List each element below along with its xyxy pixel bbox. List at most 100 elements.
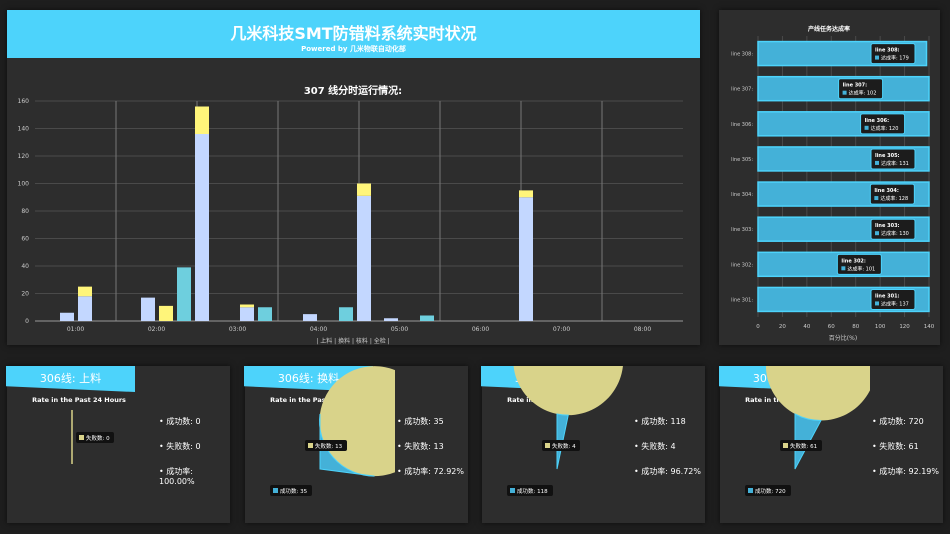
- tooltip-title: line 303:: [875, 223, 900, 229]
- y-tick-label: line 301:: [731, 297, 753, 303]
- tooltip-fail-swatch: [783, 443, 788, 448]
- y-tick-label: line 308:: [731, 52, 753, 58]
- y-tick-label: 120: [18, 153, 30, 160]
- bar-segment: [78, 296, 92, 321]
- y-tick-label: line 302:: [731, 262, 753, 268]
- y-tick-label: line 305:: [731, 157, 753, 163]
- tooltip-swatch: [875, 231, 879, 236]
- tooltip-success: 成功数: 118: [517, 487, 548, 495]
- bar-segment: [420, 315, 434, 321]
- legend-rate: • 成功率: 72.92%: [397, 467, 465, 476]
- tooltip-swatch: [841, 266, 846, 271]
- x-axis-label: 百分比(%): [829, 334, 857, 342]
- legend-success: • 成功数: 720: [872, 417, 924, 426]
- tooltip-success-box: [270, 485, 312, 496]
- bar-segment: [141, 297, 155, 321]
- tooltip-fail: 失败数: 13: [315, 442, 343, 450]
- tooltip-value: 达成率: 137: [881, 300, 909, 307]
- pie-legend: • 成功数: 118 • 失败数: 4 • 成功率: 96.72%: [634, 416, 701, 491]
- tooltip-box: [870, 218, 916, 240]
- legend-rate: • 成功率: 92.19%: [872, 467, 940, 476]
- bar-segment: [60, 312, 74, 321]
- x-tick-label: 01:00: [67, 326, 84, 333]
- tooltip-fail: 失败数: 61: [790, 442, 817, 450]
- hourly-legend: | 上料 | 换料 | 核料 | 全检 |: [316, 337, 389, 345]
- tooltip-box: [860, 113, 906, 135]
- y-tick-label: line 304:: [731, 192, 753, 198]
- x-tick-label: 100: [875, 324, 886, 330]
- bar-segment: [177, 267, 191, 321]
- tooltip-title: line 306:: [865, 118, 890, 124]
- tooltip-box: [870, 288, 916, 310]
- tooltip-success-box: [745, 485, 791, 496]
- legend-success: • 成功数: 0: [159, 417, 201, 426]
- bar-segment: [258, 307, 272, 321]
- tooltip-success-swatch: [510, 488, 515, 493]
- tooltip-swatch: [864, 125, 869, 130]
- bar-segment: [339, 307, 353, 321]
- y-tick-label: 140: [18, 126, 30, 133]
- bar-segment: [384, 318, 398, 321]
- legend-rate: • 成功率: 96.72%: [634, 467, 702, 476]
- tooltip-success: 成功数: 35: [280, 487, 308, 495]
- bar-segment: [240, 304, 254, 308]
- pie-chart-loading: Rate in the Past 24 Hours 失败数: 0: [32, 396, 126, 464]
- tooltip-fail-box: [542, 440, 580, 451]
- bar-segment: [519, 197, 533, 321]
- bar-segment: [357, 195, 371, 321]
- x-tick-label: 07:00: [553, 326, 570, 333]
- pie-legend: • 成功数: 0 • 失败数: 0 • 成功率: 100.00%: [159, 416, 230, 491]
- tooltip-success-swatch: [748, 488, 753, 493]
- x-tick-label: 40: [803, 324, 810, 330]
- bar-segment: [240, 307, 254, 321]
- y-tick-label: line 306:: [731, 122, 753, 128]
- x-tick-label: 05:00: [391, 326, 408, 333]
- tooltip-swatch: [842, 90, 847, 95]
- hourly-chart-title: 307 线分时运行情况:: [304, 84, 402, 97]
- legend-fail: • 失败数: 13: [397, 442, 444, 451]
- tooltip-fail-box: [780, 440, 822, 451]
- tooltip-fail-swatch: [308, 443, 313, 448]
- tooltip-value: 达成率: 130: [881, 230, 909, 237]
- y-tick-label: 60: [21, 236, 29, 243]
- y-tick-label: 0: [25, 318, 29, 325]
- tooltip-box: [869, 183, 915, 205]
- tooltip-fail: 失败数: 0: [86, 434, 110, 442]
- x-tick-label: 60: [828, 324, 835, 330]
- tooltip-success-swatch: [273, 488, 278, 493]
- pie-chart-change: Rate in the Past 24 Hours 失败数: 13 成功数: 35: [270, 366, 395, 496]
- bar-segment: [519, 190, 533, 198]
- tooltip-fail-box: [305, 440, 347, 451]
- tooltip-value: 达成率: 101: [847, 265, 875, 272]
- y-tick-label: 160: [18, 98, 30, 105]
- legend-fail: • 失败数: 61: [872, 442, 919, 451]
- bar-segment: [159, 305, 173, 321]
- y-tick-label: 80: [21, 208, 29, 215]
- tooltip-box: [836, 253, 882, 275]
- legend-success: • 成功数: 118: [634, 417, 686, 426]
- bar-segment: [357, 183, 371, 196]
- tooltip-box: [870, 148, 916, 170]
- tooltip-swatch: [875, 301, 879, 306]
- tooltip-swatch: [875, 160, 879, 165]
- y-tick-label: line 303:: [731, 227, 753, 233]
- hourly-panel: 几米科技SMT防错料系统实时状况 Powered by 几米物联自动化部 307…: [7, 10, 700, 345]
- y-tick-label: 20: [21, 291, 29, 298]
- x-tick-label: 80: [852, 324, 859, 330]
- tooltip-fail-swatch: [79, 435, 84, 440]
- y-tick-label: line 307:: [731, 87, 753, 93]
- tooltip-title: line 302:: [841, 258, 866, 264]
- x-tick-label: 03:00: [229, 326, 246, 333]
- legend-rate: • 成功率: 100.00%: [159, 467, 195, 486]
- tooltip-success-box: [507, 485, 553, 496]
- tooltip-swatch: [875, 55, 879, 60]
- page-subtitle: Powered by 几米物联自动化部: [301, 45, 406, 53]
- pie-title: Rate in the Past 24 Hours: [32, 396, 126, 404]
- x-tick-label: 02:00: [148, 326, 165, 333]
- pie-legend: • 成功数: 720 • 失败数: 61 • 成功率: 92.19%: [872, 416, 939, 491]
- legend-fail: • 失败数: 0: [159, 442, 201, 451]
- completion-bar-chart: 产线任务达成率 0 20 40 60 80 100 120 140 百分比(%) line 308:…: [731, 25, 935, 342]
